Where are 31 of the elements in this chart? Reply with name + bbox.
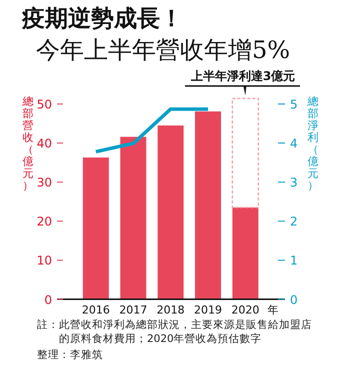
y2-tick-label: 3 (290, 176, 298, 190)
bar (82, 158, 109, 300)
y-tick-label: 10 (36, 254, 52, 268)
y2-axis-title: 總部淨利（億元） (306, 95, 318, 192)
y2-tick-label: 0 (290, 292, 298, 307)
x-tick-label: 2018 (156, 303, 185, 316)
bar (158, 125, 184, 300)
x-tick-label: 2017 (119, 303, 148, 316)
y2-tick-label: 1 (290, 254, 298, 268)
y-tick-label: 50 (36, 98, 52, 112)
x-tick-label: 2020 (231, 303, 260, 316)
y2-tick-label: 4 (290, 136, 298, 151)
y-tick-label: 20 (36, 214, 52, 229)
y-tick-label: 30 (36, 176, 52, 190)
bar (120, 136, 146, 300)
y-axis-title: 總部營收（億元） (22, 95, 34, 192)
y-tick-label: 40 (36, 136, 52, 151)
x-tick-label: 2019 (194, 303, 222, 316)
chart-subtitle: 今年上半年營收年增5% (36, 36, 290, 64)
x-axis-title: 年 (267, 303, 278, 316)
y2-tick-label: 2 (290, 214, 298, 229)
text: 註：此營收和淨利為總部狀況，主要來源是販售給加盟店的原料食材費用；2020年營收為預估數字 (37, 318, 313, 346)
bar (232, 98, 260, 208)
y-tick-label: 0 (44, 292, 52, 307)
chart-title: 疫期逆勢成長！ (21, 5, 183, 32)
bar (232, 208, 258, 300)
y2-tick-label: 5 (290, 98, 298, 112)
text: 整理：李雅筑 (37, 348, 104, 362)
annotation: 上半年淨利達3億元 (190, 69, 296, 83)
x-tick-label: 2016 (82, 303, 110, 316)
bar (195, 111, 222, 300)
